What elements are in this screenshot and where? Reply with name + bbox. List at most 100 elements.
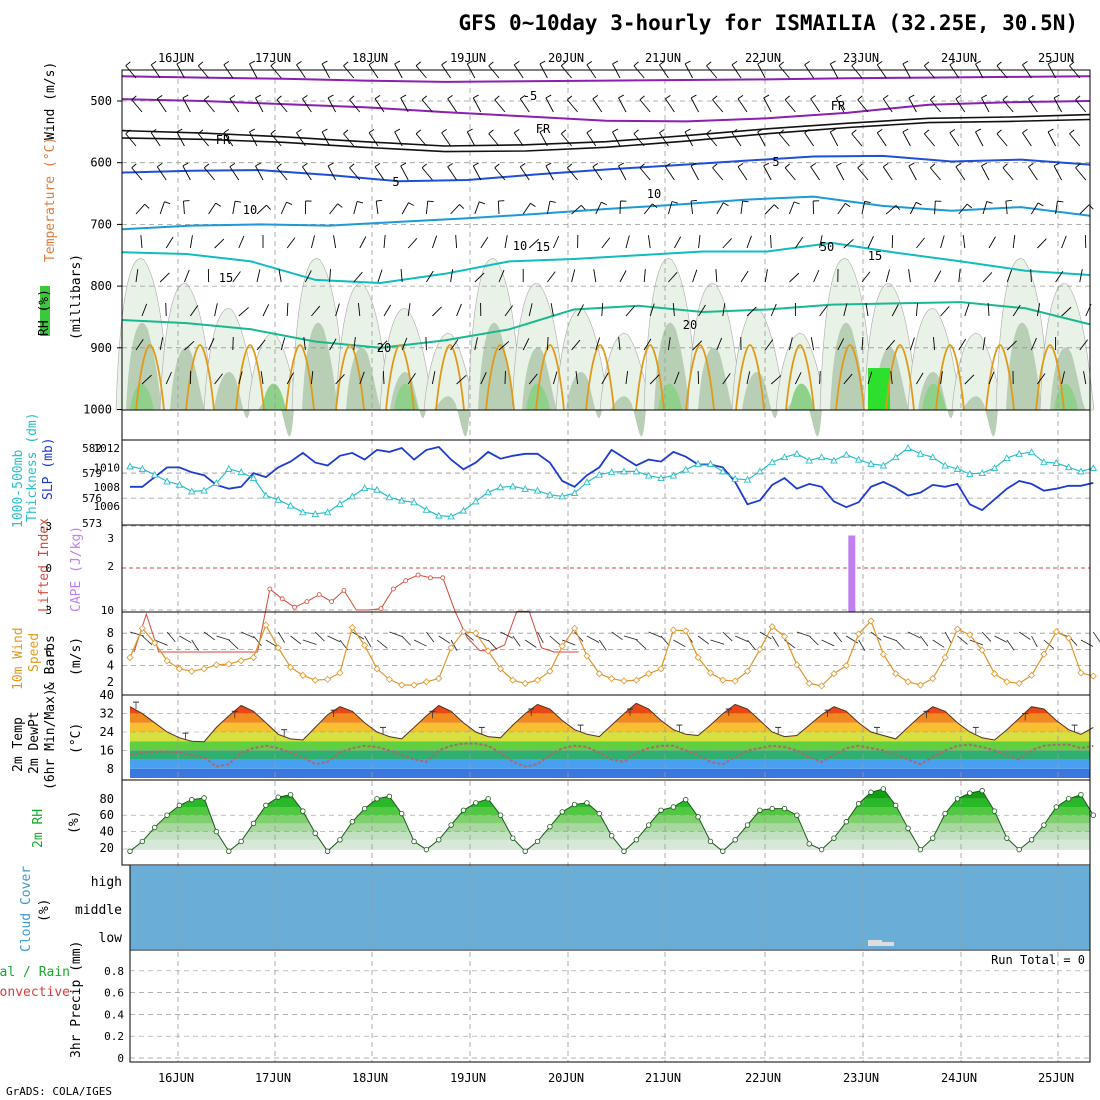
wind-barb bbox=[203, 99, 215, 113]
thickness-point bbox=[138, 464, 147, 472]
thickness-point bbox=[669, 471, 678, 479]
ytick-lifted-index: 0 bbox=[45, 562, 52, 575]
rh-point bbox=[893, 802, 899, 809]
wind-barb-10m bbox=[438, 635, 451, 644]
wind-barb-10m bbox=[537, 631, 544, 644]
wind-barb bbox=[141, 303, 148, 317]
thickness-point bbox=[447, 512, 455, 520]
date-label-bottom: 16JUN bbox=[158, 1071, 194, 1085]
temp-contour-warm bbox=[785, 344, 815, 411]
wind-barb-flag bbox=[229, 163, 236, 168]
temp-contour bbox=[121, 195, 1091, 231]
rh-shading bbox=[478, 322, 514, 410]
temp-contour bbox=[121, 75, 1091, 83]
wind-barb bbox=[885, 205, 897, 215]
thickness-point bbox=[397, 496, 406, 504]
wind-barb-flag bbox=[255, 94, 261, 99]
wind-barb bbox=[494, 167, 506, 181]
wind-barb bbox=[667, 201, 673, 215]
ylabel-cape: CAPE (J/kg) bbox=[69, 526, 84, 612]
wind-speed-point bbox=[756, 645, 764, 653]
wind-barb-10m bbox=[129, 631, 144, 637]
ytick-precip: 0.2 bbox=[104, 1030, 124, 1043]
rh-point bbox=[806, 841, 812, 847]
wind-barb-flag bbox=[441, 61, 447, 66]
wind-speed-point bbox=[855, 630, 863, 638]
wind-barb bbox=[401, 202, 409, 215]
wind-barb bbox=[1002, 167, 1014, 181]
wind-barb bbox=[256, 269, 261, 283]
wind-barb bbox=[804, 132, 814, 147]
contour-label: 15 bbox=[868, 249, 882, 263]
wind-barb bbox=[232, 271, 241, 283]
temp-contour-warm bbox=[735, 344, 765, 411]
wind-barb-10m bbox=[759, 631, 772, 640]
date-label-bottom: 20JUN bbox=[548, 1071, 584, 1085]
rh-point bbox=[646, 822, 652, 828]
wind-barb-flag bbox=[851, 129, 857, 135]
wind-barb bbox=[353, 337, 356, 351]
wind-barb-10m bbox=[833, 631, 843, 643]
wind-barb-10m bbox=[549, 635, 561, 645]
thickness-point bbox=[126, 462, 134, 470]
wind-barb bbox=[577, 304, 584, 317]
wind-speed-point bbox=[324, 675, 332, 683]
wind-speed-point bbox=[410, 681, 418, 689]
wind-barb-flag bbox=[321, 60, 328, 65]
wind-barb-flag bbox=[763, 162, 770, 167]
rh-point bbox=[930, 835, 936, 841]
ytick-cape: 10 bbox=[101, 604, 114, 617]
wind-barb-10m bbox=[314, 631, 325, 642]
thickness-point bbox=[842, 450, 851, 458]
wind-barb bbox=[788, 337, 793, 351]
wind-barb-flag bbox=[778, 61, 785, 67]
rh-point bbox=[473, 800, 479, 806]
wind-barb bbox=[908, 269, 911, 283]
ylabel-thickness-1: 1000-500mb bbox=[11, 450, 26, 528]
contour-label: 10 bbox=[647, 187, 661, 201]
wind-barb bbox=[784, 167, 796, 181]
wind-barb bbox=[988, 371, 995, 385]
wind-barb bbox=[232, 201, 236, 215]
thickness-point bbox=[311, 510, 320, 517]
wind-barb bbox=[890, 371, 893, 385]
wind-barb bbox=[296, 64, 306, 79]
rh-point bbox=[139, 838, 146, 845]
wind-barb-flag bbox=[144, 204, 150, 209]
wind-barb bbox=[327, 165, 336, 181]
wind-barb-flag bbox=[176, 128, 183, 133]
wind-barb bbox=[601, 303, 604, 317]
rh-point bbox=[337, 837, 343, 843]
rh-point bbox=[287, 792, 294, 798]
wind-barb bbox=[764, 204, 775, 215]
wind-barb bbox=[280, 337, 286, 351]
wind-barb-flag bbox=[368, 129, 375, 134]
wind-barb-flag bbox=[394, 60, 401, 65]
thickness-point bbox=[941, 461, 949, 469]
wind-barb-flag bbox=[639, 95, 645, 101]
wind-barb bbox=[757, 131, 766, 147]
wind-barb bbox=[764, 339, 774, 351]
rh-point bbox=[436, 837, 442, 843]
wind-barb-flag bbox=[966, 203, 973, 209]
wind-speed-point bbox=[1027, 671, 1036, 679]
wind-barb-10m bbox=[166, 631, 176, 642]
wind-barb bbox=[159, 272, 170, 283]
wind-barb-10m bbox=[179, 635, 192, 644]
wind-barb-flag bbox=[539, 60, 546, 65]
wind-barb bbox=[447, 98, 457, 113]
wind-barb-10m bbox=[154, 639, 168, 646]
wind-barb-flag bbox=[836, 162, 842, 167]
panel-frame bbox=[121, 439, 1091, 526]
wind-speed-point bbox=[768, 623, 776, 631]
wind-barb bbox=[353, 271, 363, 283]
thickness-point bbox=[249, 474, 258, 482]
wind-barb-flag bbox=[1022, 129, 1028, 134]
contour-label: 15 bbox=[219, 271, 233, 285]
wind-barb-flag bbox=[712, 95, 718, 101]
ytick-wind-speed: 8 bbox=[107, 626, 114, 640]
wind-barb-10m bbox=[586, 635, 600, 643]
wind-barb-flag bbox=[276, 163, 282, 169]
wind-barb-flag bbox=[844, 202, 851, 208]
wind-barb-10m bbox=[981, 631, 992, 642]
